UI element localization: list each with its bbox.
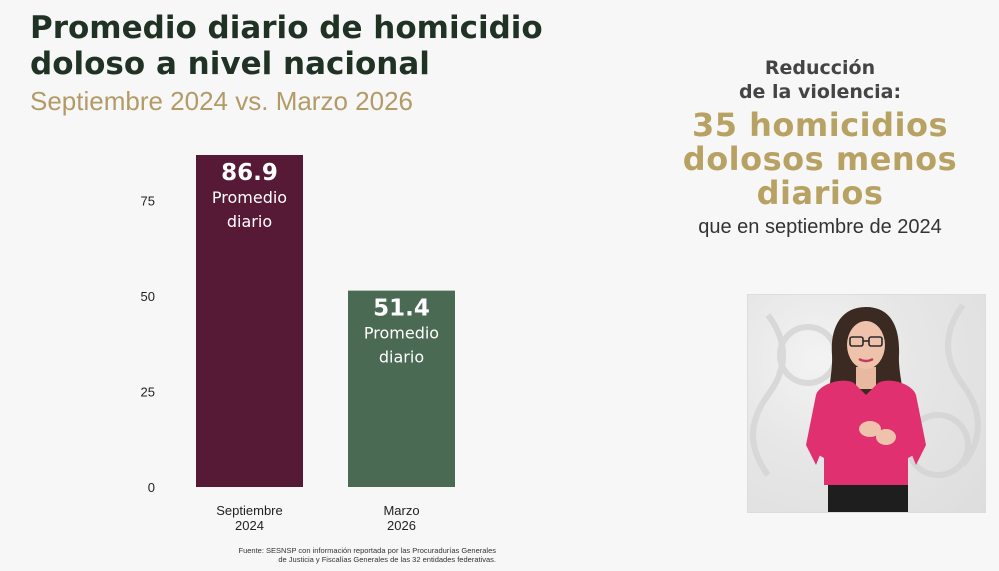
highlight-big-1: 35 homicidios [691,106,949,144]
highlight-number: 35 homicidios dolosos menos diarios [640,108,999,210]
source-line-1: Fuente: SESNSP con información reportada… [238,546,497,555]
x-tick-label: 2024 [235,518,264,533]
highlight-panel: Reducción de la violencia: 35 homicidios… [640,56,999,239]
highlight-footer: que en septiembre de 2024 [698,216,942,238]
sign-language-interpreter-video [747,294,986,513]
highlight-line-2: de la violencia: [738,81,902,103]
y-tick-label: 50 [141,289,155,304]
source-note: Fuente: SESNSP con información reportada… [160,546,497,564]
bar-sublabel-2: diario [379,348,424,367]
bar-value-label: 51.4 [373,296,430,322]
bar-1 [196,155,303,487]
page-subtitle: Septiembre 2024 vs. Marzo 2026 [30,86,413,116]
highlight-big-3: diarios [756,174,884,212]
bar-value-label: 86.9 [221,160,278,186]
source-line-2: de Justicia y Fiscalías Generales de las… [278,555,496,564]
bar-sublabel-1: Promedio [212,188,287,207]
y-tick-label: 25 [141,384,155,399]
x-tick-label: 2026 [387,518,416,533]
x-tick-label: Marzo [383,503,419,518]
interpreter-icon [750,303,981,512]
bar-2 [348,290,455,487]
y-tick-label: 0 [148,480,155,495]
page-title: Promedio diario de homicidio doloso a ni… [30,10,543,82]
x-tick-label: Septiembre [216,503,282,518]
highlight-line-1: Reducción [764,57,876,79]
bar-sublabel-2: diario [227,212,272,231]
y-tick-label: 75 [141,193,155,208]
highlight-big-2: dolosos menos [682,140,958,178]
bar-sublabel-1: Promedio [364,324,439,343]
